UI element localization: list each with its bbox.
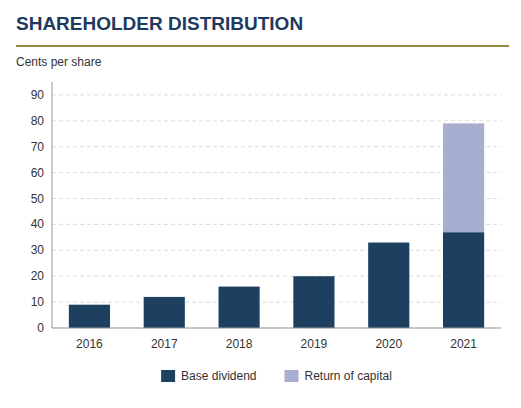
separator [16,45,509,47]
bar [368,243,409,328]
grid-line [52,94,501,95]
bar [219,287,260,328]
grid-line [52,146,501,147]
legend-label: Return of capital [305,369,392,383]
y-tick-label: 0 [37,321,44,335]
x-tick-label: 2017 [151,337,178,351]
grid-line [52,198,501,199]
y-tick-label: 80 [31,114,45,128]
grid-line [52,328,501,329]
y-tick-label: 30 [31,243,45,257]
bar [69,305,110,328]
y-tick-label: 70 [31,140,45,154]
x-axis [52,328,501,329]
grid [52,95,501,328]
bar [293,276,334,277]
legend-item: Base dividend [161,369,256,383]
y-tick-label: 10 [31,295,45,309]
legend-swatch [161,370,175,382]
x-tick-label: 2018 [226,337,253,351]
grid-line [52,224,501,225]
bar [144,296,185,297]
legend-item: Return of capital [285,369,392,383]
grid-line [52,276,501,277]
y-tick-label: 50 [31,192,45,206]
chart: SHAREHOLDER DISTRIBUTION Cents per share 0… [0,0,521,408]
legend: Base dividend Return of capital [161,369,392,383]
bar [368,242,409,243]
x-tick-label: 2020 [375,337,402,351]
y-tick-label: 60 [31,166,45,180]
y-axis-label: Cents per share [16,55,102,69]
y-axis [52,82,53,328]
bar [443,123,484,232]
y-tick-label: 20 [31,269,45,283]
bars [69,123,484,328]
legend-label: Base dividend [181,369,256,383]
title: SHAREHOLDER DISTRIBUTION [16,13,303,34]
grid-line [52,120,501,121]
legend-swatch [285,370,299,382]
grid-line [52,172,501,173]
y-tick-label: 40 [31,217,45,231]
grid-line [52,302,501,303]
bar [443,232,484,328]
bar [293,276,334,328]
x-tick-label: 2016 [76,337,103,351]
x-tick-label: 2019 [301,337,328,351]
y-tick-label: 90 [31,88,45,102]
bar [144,297,185,328]
grid-line [52,250,501,251]
bar [219,286,260,287]
x-tick-label: 2021 [450,337,477,351]
bar [69,304,110,305]
